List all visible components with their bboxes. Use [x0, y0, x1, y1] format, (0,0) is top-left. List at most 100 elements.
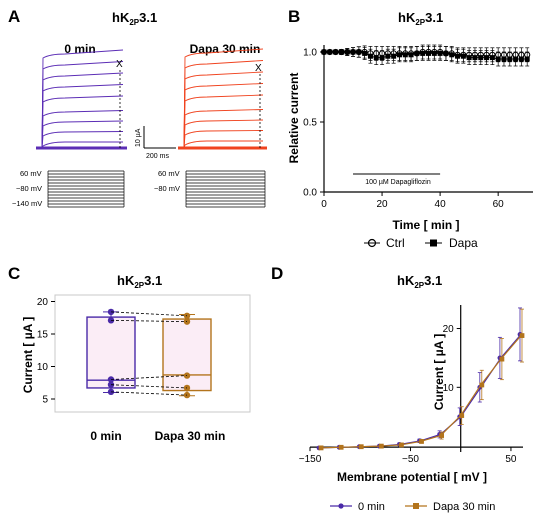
data-point-dapa — [513, 56, 519, 62]
data-point-dapa — [489, 55, 495, 61]
panel-d-legend: 0 min Dapa 30 min — [330, 501, 495, 513]
scale-y-label: 10 µA — [135, 128, 142, 147]
data-point-dapa — [385, 53, 391, 59]
legend-0min-label: 0 min — [358, 501, 385, 513]
data-point-dapa — [391, 53, 397, 59]
paired-line — [110, 319, 188, 323]
data-point-dapa — [399, 442, 404, 448]
panel-d-title-tail: 3.1 — [424, 273, 442, 288]
data-point-dapa — [437, 50, 443, 56]
drug-bar-label: 100 µM Dapagliflozin — [365, 179, 431, 186]
current-trace — [40, 49, 124, 149]
x-tick-label: 0 — [321, 199, 327, 210]
data-point-dapa — [419, 439, 424, 444]
y-tick-label: 20 — [443, 324, 455, 335]
scale-x-label: 200 ms — [146, 153, 169, 160]
panel-a: A hK2P3.1 0 min Dapa 30 min X X 10 µA 20… — [8, 7, 267, 208]
data-point-dapa — [431, 50, 437, 56]
data-point-dapa — [408, 52, 414, 58]
x-tick-label: 50 — [505, 454, 517, 465]
data-point-dapa — [338, 49, 344, 55]
protocol-label-80: −80 mV — [16, 184, 42, 193]
legend-0min-marker — [338, 503, 344, 509]
data-point — [183, 372, 191, 379]
data-point-dapa — [443, 50, 449, 56]
panel-b-ylabel: Relative current — [287, 73, 301, 164]
legend-dapa30-label: Dapa 30 min — [433, 501, 495, 513]
box-dapa — [162, 318, 212, 392]
current-trace — [182, 119, 264, 149]
data-point-dapa — [499, 356, 505, 362]
panel-d-xlabel: Membrane potential [ mV ] — [337, 470, 487, 484]
data-point-dapa — [460, 53, 466, 59]
protocol-label-140: −140 mV — [12, 199, 42, 208]
legend-dapa30-marker — [413, 503, 419, 509]
current-traces-dapa — [178, 48, 267, 150]
x-tick-label: 20 — [376, 199, 388, 210]
paired-line — [110, 391, 188, 396]
y-tick-label: 20 — [37, 297, 49, 308]
panel-c-title-sub: 2P — [134, 281, 144, 290]
data-point-dapa — [318, 445, 324, 451]
data-point-dapa — [420, 50, 426, 56]
data-point-dapa — [478, 55, 484, 61]
data-point-dapa — [362, 50, 368, 56]
voltage-protocol-right — [185, 170, 266, 208]
series-line-0min — [320, 334, 522, 449]
data-point-dapa — [344, 49, 350, 55]
panel-b-xlabel: Time [ min ] — [392, 218, 459, 232]
y-tick-label: 15 — [37, 330, 49, 341]
legend-ctrl-label: Ctrl — [386, 236, 405, 250]
data-point — [107, 388, 115, 396]
box-0min — [86, 316, 136, 389]
data-point-dapa — [402, 52, 408, 58]
data-point-dapa — [449, 52, 455, 58]
panel-c-plot: 5 10 15 20 0 min Dapa 30 min — [37, 294, 251, 443]
y-tick-label: 1.0 — [303, 48, 317, 59]
y-tick-label: 0.5 — [303, 118, 317, 129]
protocol-label-60: 60 mV — [20, 169, 42, 178]
panel-d-ylabel: Current [ µA ] — [432, 334, 446, 410]
panel-c-title-tail: 3.1 — [144, 273, 162, 288]
protocol-label-80-right: −80 mV — [154, 184, 180, 193]
current-trace — [40, 141, 123, 149]
category-label: 0 min — [90, 429, 121, 443]
x-tick-label: −150 — [299, 454, 322, 465]
panel-a-title-tail: 3.1 — [139, 10, 157, 25]
panel-c: C hK2P3.1 Current [ µA ] 5 10 15 20 0 min Dap… — [8, 264, 251, 443]
current-trace — [40, 120, 124, 149]
voltage-protocol-left — [47, 170, 125, 208]
data-point-dapa — [479, 382, 485, 388]
data-point-dapa — [378, 443, 384, 449]
y-tick-label: 5 — [42, 395, 48, 406]
panel-b: B hK2P3.1 Relative current 0 20 40 60 0.0 0.5… — [287, 7, 533, 250]
panel-a-letter: A — [8, 7, 20, 26]
data-point-dapa — [396, 52, 402, 58]
current-trace — [40, 84, 124, 149]
panel-b-letter: B — [288, 7, 300, 26]
data-point-dapa — [455, 53, 461, 59]
plot-frame — [54, 294, 251, 413]
panel-a-title-main: hK — [112, 10, 130, 25]
y-tick-label: 0.0 — [303, 188, 317, 199]
x-tick-label: −50 — [402, 454, 419, 465]
data-point-dapa — [524, 56, 530, 62]
panel-d-plot: −150 −50 50 10 20 — [299, 305, 525, 465]
data-point-dapa — [439, 433, 445, 438]
data-point-dapa — [501, 56, 507, 62]
data-point-dapa — [484, 55, 490, 61]
protocol-label-60-right: 60 mV — [158, 169, 180, 178]
panel-b-plot: 0 20 40 60 0.0 0.5 1.0 — [303, 44, 533, 210]
panel-d-title: hK2P3.1 — [397, 273, 442, 290]
data-point-dapa — [507, 56, 513, 62]
data-point-dapa — [519, 333, 525, 338]
current-trace — [182, 140, 263, 149]
paired-line — [110, 375, 188, 380]
data-point-dapa — [356, 49, 362, 55]
data-point-dapa — [373, 55, 379, 61]
panel-c-title-main: hK — [117, 273, 135, 288]
current-trace — [40, 61, 124, 149]
panel-a-label-dapa: Dapa 30 min — [190, 42, 261, 56]
category-label: Dapa 30 min — [155, 429, 226, 443]
panel-d-title-sub: 2P — [414, 281, 424, 290]
